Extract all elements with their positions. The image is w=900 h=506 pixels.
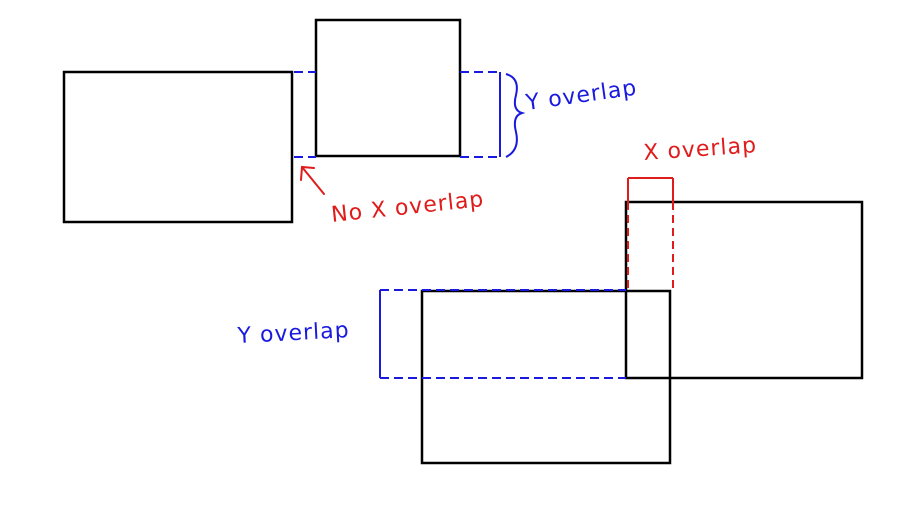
bottom-x-overlap-label: X overlap [643, 133, 758, 166]
no-x-overlap-arrow [300, 165, 325, 195]
no-x-overlap-label: No X overlap [330, 187, 485, 228]
top-y-overlap-band [294, 71, 501, 158]
bottom-y-overlap-band [379, 289, 626, 379]
top-y-overlap-label: Y overlap [523, 76, 638, 116]
top-y-overlap-brace [505, 73, 526, 158]
bottom-y-overlap-label: Y overlap [236, 318, 350, 349]
bottom-x-overlap-band [627, 177, 674, 290]
top-right-rectangle [314, 18, 462, 158]
top-left-rectangle [62, 70, 294, 224]
